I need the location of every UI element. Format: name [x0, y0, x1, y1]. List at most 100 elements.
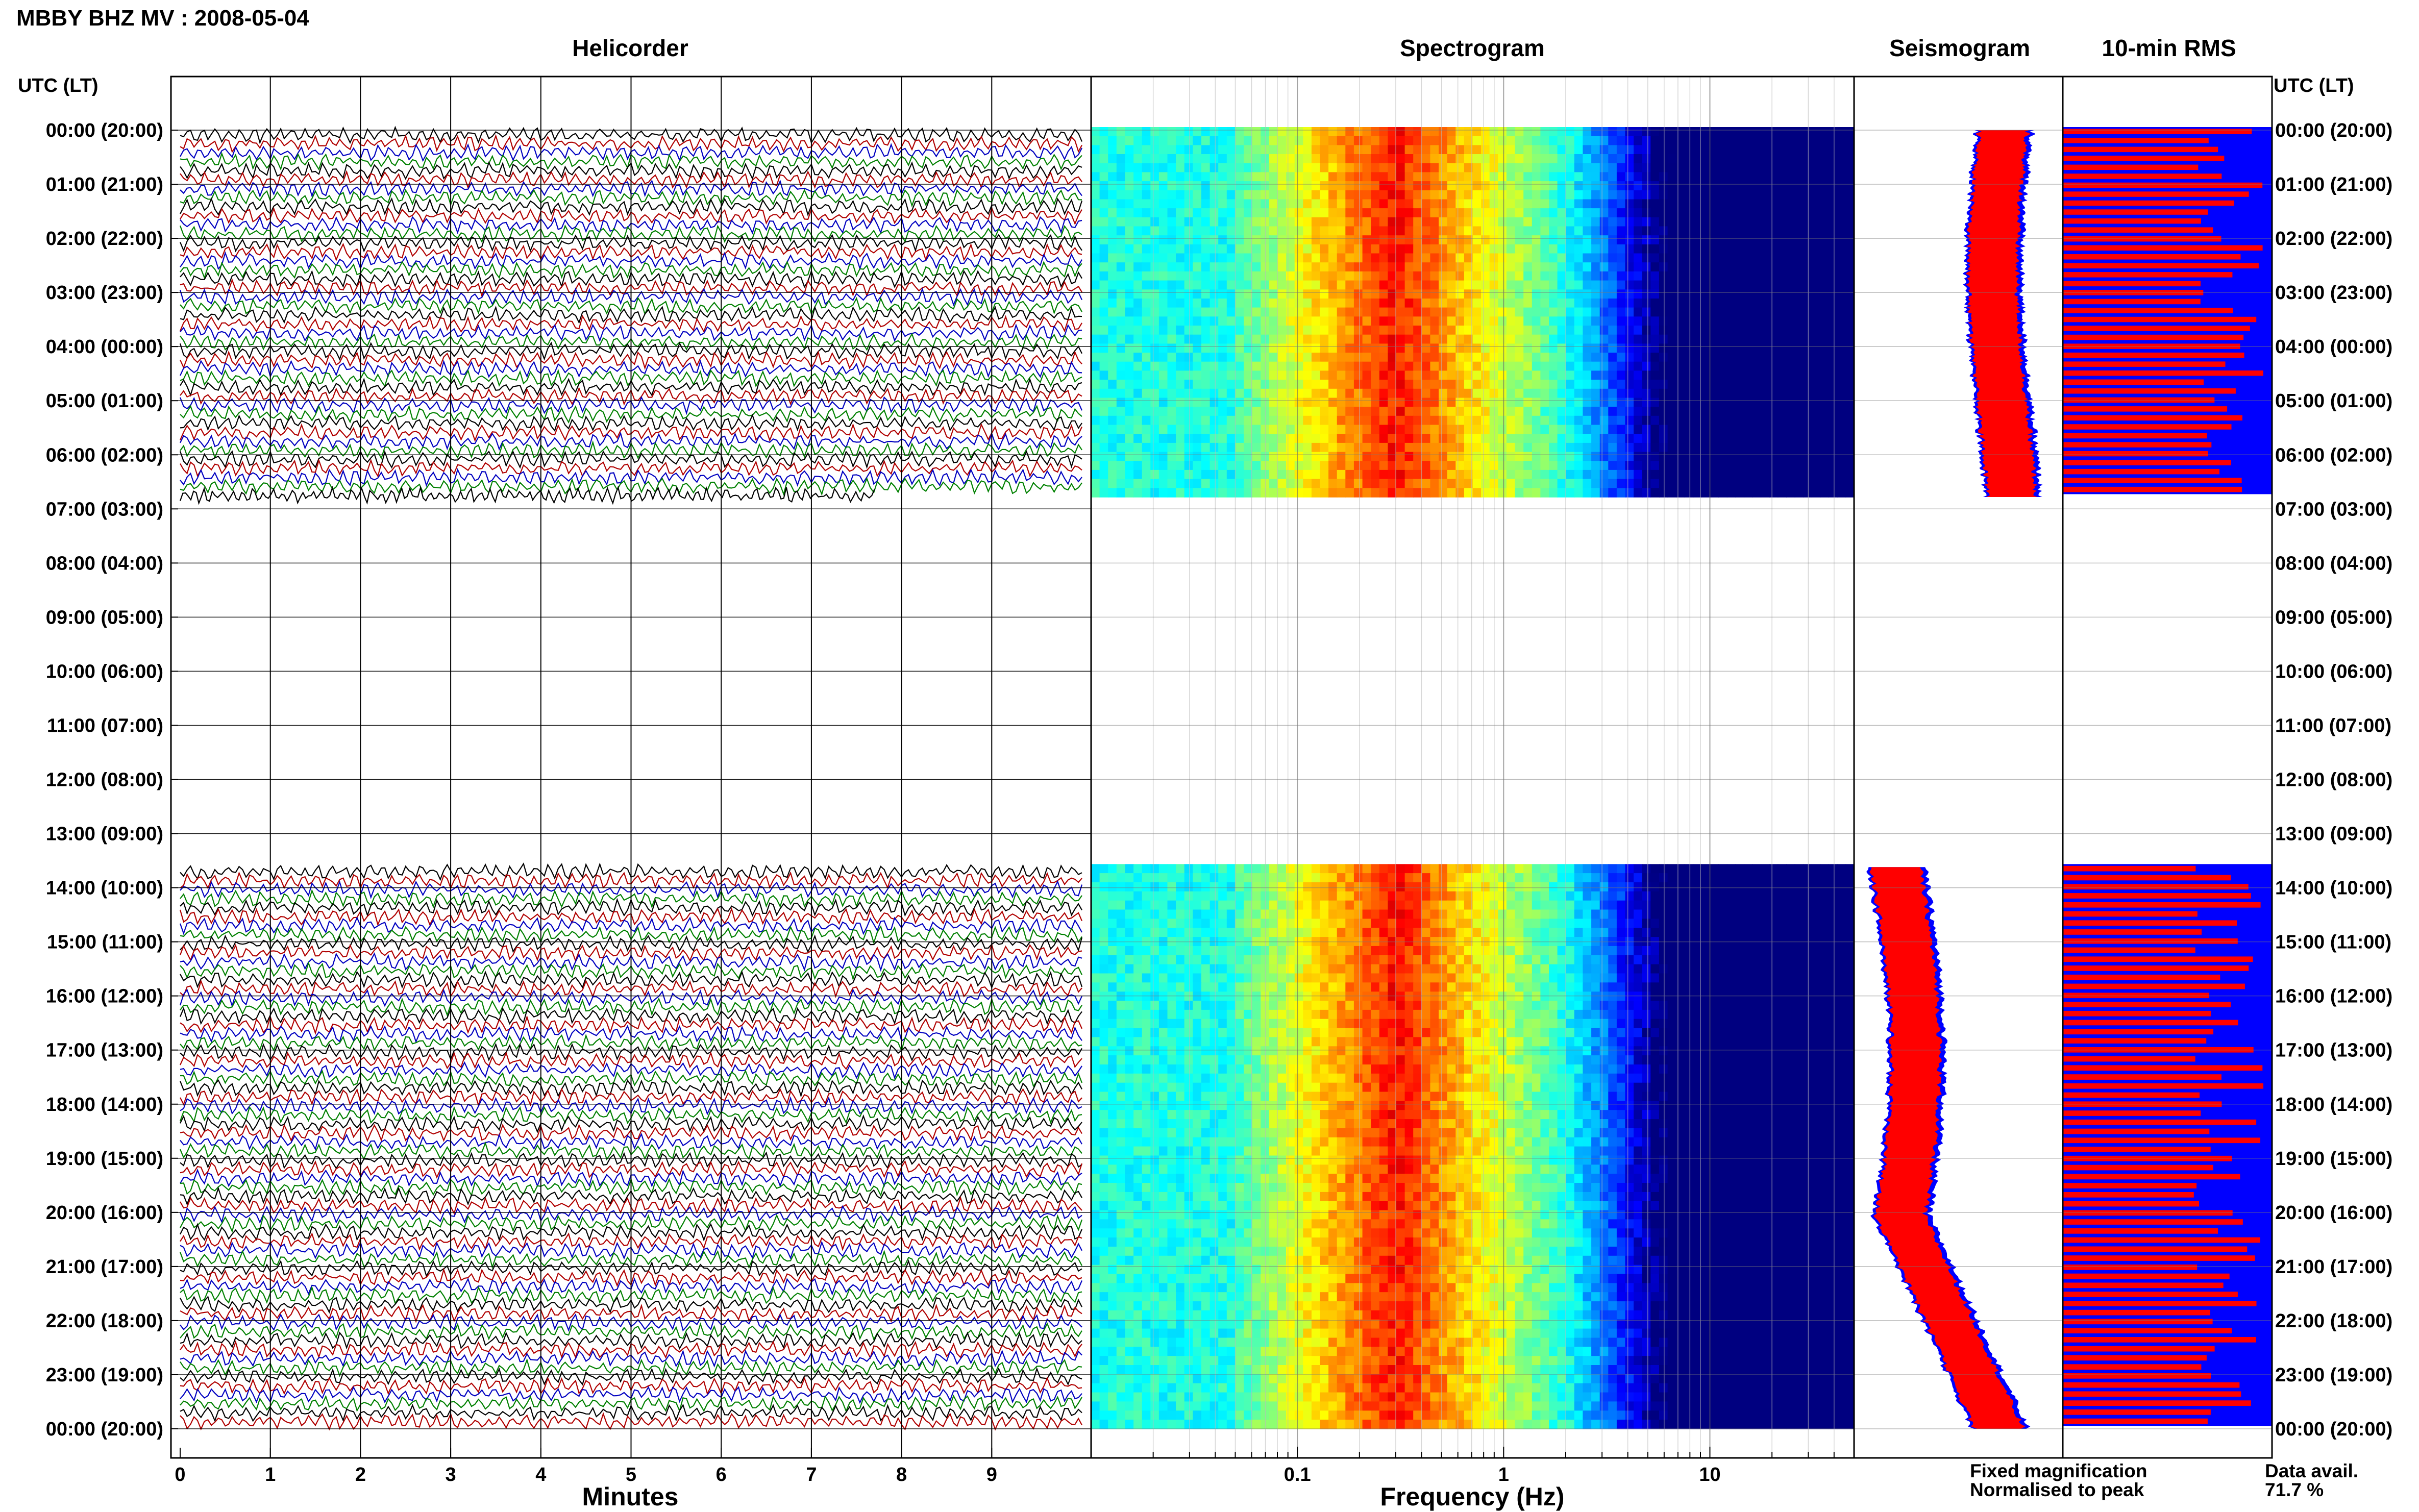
spectrogram-cell [1532, 145, 1541, 155]
spectrogram-cell [1837, 370, 1846, 380]
spectrogram-cell [1642, 370, 1651, 380]
spectrogram-cell [1430, 343, 1439, 353]
spectrogram-cell [1235, 217, 1244, 227]
spectrogram-cell [1794, 909, 1804, 920]
spectrogram-cell [1744, 226, 1753, 236]
spectrogram-cell [1464, 864, 1473, 874]
spectrogram-cell [1549, 361, 1558, 371]
spectrogram-cell [1244, 316, 1253, 326]
spectrogram-cell [1091, 172, 1100, 182]
spectrogram-cell [1837, 145, 1846, 155]
spectrogram-cell [1328, 307, 1338, 317]
spectrogram-cell [1761, 461, 1770, 470]
spectrogram-cell [1566, 343, 1575, 353]
spectrogram-cell [1404, 479, 1414, 489]
spectrogram-cell [1294, 928, 1304, 937]
spectrogram-cell [1447, 361, 1457, 371]
spectrogram-cell [1769, 307, 1779, 317]
spectrogram-cell [1557, 452, 1566, 462]
spectrogram-cell [1210, 299, 1219, 308]
spectrogram-cell [1328, 415, 1338, 426]
spectrogram-cell [1337, 946, 1346, 956]
spectrogram-cell [1091, 946, 1100, 956]
spectrogram-cell [1091, 461, 1100, 470]
spectrogram-cell [1091, 452, 1100, 462]
spectrogram-cell [1820, 964, 1829, 974]
spectrogram-cell [1845, 353, 1855, 362]
spectrogram-cell [1413, 955, 1422, 965]
spectrogram-cell [1710, 442, 1719, 453]
spectrogram-cell [1133, 136, 1143, 146]
spectrogram-cell [1193, 253, 1202, 263]
spectrogram-cell [1345, 289, 1354, 299]
spectrogram-cell [1091, 361, 1100, 371]
spectrogram-cell [1439, 388, 1448, 399]
spectrogram-cell [1235, 343, 1244, 353]
spectrogram-cell [1549, 190, 1558, 200]
spectrogram-cell [1430, 145, 1439, 155]
spectrogram-cell [1150, 226, 1159, 236]
spectrogram-cell [1125, 407, 1134, 416]
spectrogram-cell [1396, 127, 1405, 137]
spectrogram-cell [1311, 334, 1321, 344]
spectrogram-cell [1701, 900, 1711, 910]
spectrogram-cell [1769, 145, 1779, 155]
spectrogram-cell [1269, 955, 1278, 965]
spectrogram-cell [1413, 425, 1422, 434]
spectrogram-cell [1244, 289, 1253, 299]
spectrogram-cell [1515, 479, 1524, 489]
spectrogram-cell [1244, 361, 1253, 371]
spectrogram-cell [1413, 154, 1422, 164]
spectrogram-cell [1125, 136, 1134, 146]
spectrogram-cell [1125, 208, 1134, 218]
spectrogram-cell [1269, 353, 1278, 362]
spectrogram-cell [1829, 900, 1838, 910]
spectrogram-cell [1616, 172, 1626, 182]
spectrogram-cell [1184, 488, 1194, 498]
spectrogram-cell [1421, 928, 1431, 937]
spectrogram-cell [1379, 208, 1389, 218]
spectrogram-cell [1379, 253, 1389, 263]
spectrogram-cell [1277, 326, 1287, 335]
spectrogram-cell [1659, 154, 1668, 164]
spectrogram-cell [1176, 370, 1185, 380]
spectrogram-cell [1430, 891, 1439, 901]
spectrogram-cell [1353, 343, 1363, 353]
spectrogram-cell [1108, 909, 1117, 920]
spectrogram-cell [1540, 909, 1549, 920]
spectrogram-cell [1532, 452, 1541, 462]
spectrogram-cell [1464, 208, 1473, 218]
spectrogram-cell [1439, 900, 1448, 910]
spectrogram-cell [1667, 127, 1676, 137]
spectrogram-cell [1599, 289, 1609, 299]
spectrogram-cell [1108, 307, 1117, 317]
spectrogram-cell [1337, 415, 1346, 426]
spectrogram-cell [1345, 253, 1354, 263]
spectrogram-cell [1701, 434, 1711, 443]
spectrogram-cell [1286, 289, 1295, 299]
spectrogram-cell [1710, 307, 1719, 317]
spectrogram-cell [1413, 407, 1422, 416]
spectrogram-cell [1218, 199, 1227, 209]
spectrogram-cell [1769, 235, 1779, 245]
spectrogram-cell [1455, 488, 1465, 498]
spectrogram-cell [1625, 172, 1634, 182]
spectrogram-cell [1811, 955, 1821, 965]
spectrogram-cell [1201, 407, 1211, 416]
spectrogram-cell [1328, 235, 1338, 245]
spectrogram-cell [1659, 370, 1668, 380]
spectrogram-cell [1371, 326, 1380, 335]
spectrogram-cell [1430, 873, 1439, 883]
spectrogram-cell [1481, 442, 1490, 453]
spectrogram-cell [1455, 461, 1465, 470]
spectrogram-cell [1599, 442, 1609, 453]
spectrogram-cell [1481, 343, 1490, 353]
spectrogram-cell [1404, 190, 1414, 200]
spectrogram-cell [1583, 199, 1592, 209]
spectrogram-cell [1650, 334, 1660, 344]
spectrogram-cell [1837, 479, 1846, 489]
spectrogram-cell [1794, 864, 1804, 874]
spectrogram-cell [1362, 891, 1371, 901]
spectrogram-cell [1235, 452, 1244, 462]
spectrogram-cell [1311, 919, 1321, 929]
